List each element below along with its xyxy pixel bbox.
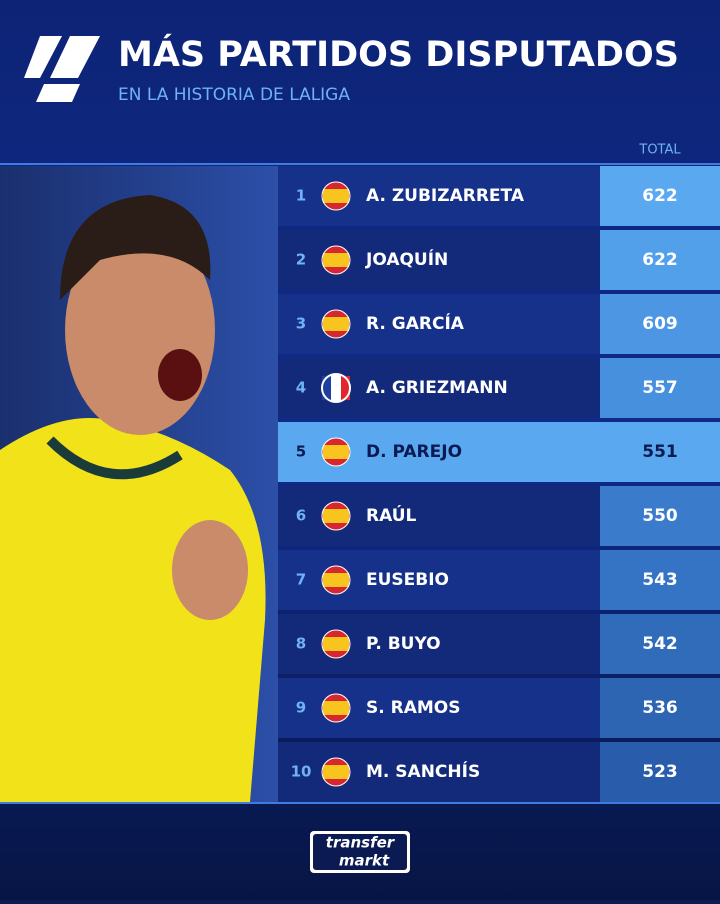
rank: 7 — [296, 571, 306, 589]
rank: 2 — [296, 251, 306, 269]
player-name: D. PAREJO — [366, 442, 462, 462]
total: 543 — [642, 570, 678, 590]
table-row: 7 EUSEBIO 543 — [278, 550, 720, 610]
table-row: 4 A. GRIEZMANN 557 — [278, 358, 720, 418]
title: MÁS PARTIDOS DISPUTADOS — [118, 33, 679, 75]
player-name: S. RAMOS — [366, 698, 460, 718]
total: 622 — [642, 250, 678, 270]
total-cell — [600, 742, 720, 802]
flag-ring — [321, 437, 351, 467]
total-cell — [600, 166, 720, 226]
flag-blue-band — [322, 376, 331, 400]
player-name: M. SANCHÍS — [366, 760, 480, 782]
total-cell — [600, 358, 720, 418]
total-cell — [600, 486, 720, 546]
flag — [321, 245, 351, 275]
flag-yellow-band — [323, 189, 349, 203]
flag-ring — [321, 629, 351, 659]
table-row: 10 M. SANCHÍS 523 — [278, 742, 720, 802]
player-name: P. BUYO — [366, 634, 441, 654]
rank: 5 — [296, 443, 306, 461]
flag-ring — [321, 693, 351, 723]
ranking-table: 1 A. ZUBIZARRETA 622 2 JOAQUÍN 622 3 R. GARCÍA 6… — [278, 166, 720, 802]
flag — [321, 501, 351, 531]
table-row: 8 P. BUYO 542 — [278, 614, 720, 674]
total: 542 — [642, 634, 678, 654]
total: 557 — [642, 378, 678, 398]
flag-ring — [321, 565, 351, 595]
flag-yellow-band — [323, 253, 349, 267]
rank: 9 — [296, 699, 306, 717]
player-photo — [0, 166, 278, 802]
flag-ring — [321, 309, 351, 339]
table-row: 9 S. RAMOS 536 — [278, 678, 720, 738]
flag-red-band — [341, 376, 350, 400]
flag-yellow-band — [323, 701, 349, 715]
total-cell — [600, 614, 720, 674]
flag — [321, 757, 351, 787]
flag-yellow-band — [323, 637, 349, 651]
rank: 10 — [291, 763, 312, 781]
transfermarkt-logo: transfer markt — [310, 831, 410, 873]
flag — [321, 565, 351, 595]
total: 536 — [642, 698, 678, 718]
table-row: 3 R. GARCÍA 609 — [278, 294, 720, 354]
player-name: EUSEBIO — [366, 570, 449, 590]
subtitle: EN LA HISTORIA DE LALIGA — [118, 85, 350, 105]
player-name: RAÚL — [366, 504, 417, 526]
player-name: A. ZUBIZARRETA — [366, 186, 525, 206]
table-row: 1 A. ZUBIZARRETA 622 — [278, 166, 720, 226]
flag — [321, 309, 351, 339]
logo-bottom: markt — [339, 852, 390, 870]
logo-top: transfer — [326, 834, 396, 852]
table-row: 2 JOAQUÍN 622 — [278, 230, 720, 290]
player-name: R. GARCÍA — [366, 312, 465, 334]
total: 551 — [642, 442, 678, 462]
rank: 4 — [296, 379, 306, 397]
row-background — [278, 422, 720, 482]
flag-yellow-band — [323, 509, 349, 523]
total-cell — [600, 230, 720, 290]
column-header: TOTAL — [638, 143, 681, 158]
total: 550 — [642, 506, 678, 526]
rank: 3 — [296, 315, 306, 333]
total-cell — [600, 678, 720, 738]
rank: 6 — [296, 507, 306, 525]
laliga-logo — [24, 36, 100, 102]
flag-ring — [321, 501, 351, 531]
flag — [321, 629, 351, 659]
total: 523 — [642, 762, 678, 782]
flag-ring — [321, 373, 351, 403]
flag-yellow-band — [323, 317, 349, 331]
flag-yellow-band — [323, 445, 349, 459]
table-row: 5 D. PAREJO 551 — [278, 422, 720, 482]
flag-ring — [321, 245, 351, 275]
flag-yellow-band — [323, 573, 349, 587]
flag — [321, 373, 351, 403]
total-cell — [600, 294, 720, 354]
flag-ring — [321, 757, 351, 787]
table-row: 6 RAÚL 550 — [278, 486, 720, 546]
flag — [321, 437, 351, 467]
flag — [321, 693, 351, 723]
total-cell — [600, 550, 720, 610]
total: 622 — [642, 186, 678, 206]
flag — [321, 181, 351, 211]
flag-yellow-band — [323, 765, 349, 779]
rank: 1 — [296, 187, 306, 205]
flag-ring — [321, 181, 351, 211]
total: 609 — [642, 314, 678, 334]
player-name: JOAQUÍN — [365, 248, 448, 270]
player-name: A. GRIEZMANN — [366, 378, 508, 398]
rank: 8 — [296, 635, 306, 653]
